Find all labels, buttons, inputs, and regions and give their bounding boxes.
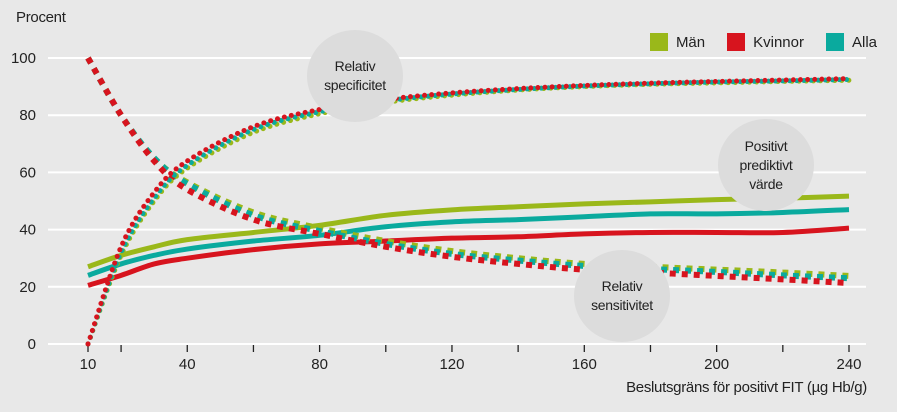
series-line-relativ-specificitet-kvinnor <box>85 76 852 347</box>
x-tick-label: 240 <box>836 356 861 373</box>
legend-item-kvinnor: Kvinnor <box>727 33 804 51</box>
y-tick-label: 100 <box>11 50 36 67</box>
y-tick-label: 20 <box>19 279 36 296</box>
x-tick-label: 160 <box>572 356 597 373</box>
legend-swatch-kvinnor <box>727 33 746 51</box>
y-axis: 0 20 40 60 80 100 <box>11 50 36 353</box>
legend-item-man: Män <box>649 33 705 51</box>
legend-swatch-man <box>649 33 668 51</box>
annotation-relativ-specificitet: Relativ specificitet <box>307 30 403 122</box>
series-line-relativ-sensitivitet-alla <box>85 56 850 282</box>
series-line-positivt-prediktivt-v-rde-man <box>87 193 850 270</box>
x-axis-title: Beslutsgräns för positivt FIT (µg Hb/g) <box>626 379 867 396</box>
annotation-relativ-sensitivitet: Relativ sensitivitet <box>574 250 670 342</box>
y-tick-label: 80 <box>19 107 36 124</box>
y-tick-label: 40 <box>19 222 36 239</box>
legend: Män Kvinnor Alla <box>628 33 877 51</box>
series-line-positivt-prediktivt-v-rde-kvinnor <box>87 225 850 288</box>
x-tick-label: 10 <box>80 356 97 373</box>
legend-swatch-alla <box>825 33 844 51</box>
series-line-positivt-prediktivt-v-rde-alla <box>87 207 850 278</box>
x-tick-label: 40 <box>179 356 196 373</box>
x-tick-label: 200 <box>704 356 729 373</box>
x-tick-label: 80 <box>311 356 328 373</box>
series-group <box>85 56 852 347</box>
x-tick-label: 120 <box>439 356 464 373</box>
legend-item-alla: Alla <box>825 33 877 51</box>
y-axis-title: Procent <box>16 9 66 26</box>
y-tick-label: 60 <box>19 164 36 181</box>
annotation-positivt-prediktivt-varde: Positivt prediktivt värde <box>718 119 814 211</box>
y-tick-label: 0 <box>28 336 36 353</box>
x-axis: 10 40 80 120 160 200 240 <box>80 345 862 373</box>
